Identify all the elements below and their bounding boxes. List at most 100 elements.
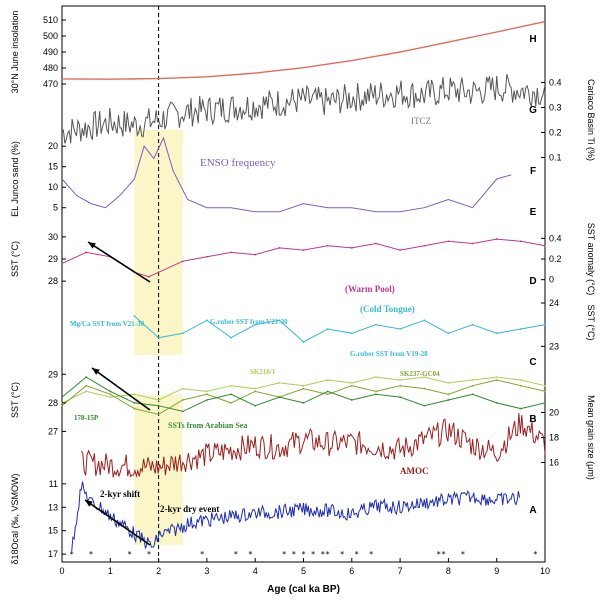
data-point-c [423,404,426,407]
data-point-c [302,384,305,387]
data-point-e [495,238,498,240]
x-tick-label: 5 [301,566,306,576]
event-star: * [311,550,315,559]
data-point-d [206,319,208,322]
data-point-c [302,387,305,390]
data-point-d [278,319,281,322]
y-tick-label-c: 29 [48,369,58,379]
y-tick-label-right-e: 0.4 [549,233,562,243]
data-point-c [519,384,522,387]
data-point-e [519,240,522,243]
data-point-d [495,332,498,335]
data-point-c [544,401,546,404]
label-2kyr-shift: 2-kyr shift [100,489,140,499]
event-star: * [302,550,306,559]
data-point-c [544,384,546,387]
x-tick-label: 9 [494,566,499,576]
label-mgca-sst: Mg/Ca SST from V21-30 [70,320,145,328]
label-2kyr-dry-event: 2-kyr dry event [160,504,219,514]
x-tick-label: 3 [204,566,209,576]
data-point-e [278,247,281,249]
data-point-c [447,381,450,384]
y-axis-label-right-b: Mean grain size (μm) [586,395,596,480]
y-tick-label-h: 510 [43,15,58,25]
label-enso: ENSO frequency [200,157,276,169]
y-axis-label-a: δ18Ocal (‰, VSMOW) [10,473,20,564]
y-tick-label-f: 5 [53,203,58,213]
data-point-c [326,390,329,393]
y-tick-label-g: 0.4 [549,78,562,88]
y-tick-label-a: 15 [48,526,58,536]
label-178-15p: 178-15P [74,414,99,422]
data-point-d [254,323,257,326]
data-point-c [399,379,401,381]
data-point-e [447,240,450,243]
data-point-d [181,332,184,335]
series-line-h [61,20,546,80]
event-star: * [340,550,344,559]
event-star: * [461,550,465,559]
y-tick-label-h: 490 [43,47,58,57]
data-point-c [181,410,184,413]
data-point-c [471,393,474,396]
label-cold-tongue: (Cold Tongue) [360,304,415,314]
x-tick-label: 10 [540,566,550,576]
data-point-c [495,401,498,404]
y-tick-label-a: 17 [48,549,58,559]
data-point-c [133,393,136,396]
data-point-c [133,401,136,404]
y-axis-label-f: EL Junco sand (%) [10,141,20,217]
event-star: * [89,550,93,559]
data-point-c [85,384,88,387]
data-point-c [61,396,63,399]
data-point-c [544,390,546,393]
event-star: * [128,550,132,559]
y-tick-label-g: 0.1 [549,153,562,163]
data-point-c [206,390,208,393]
series-line-d [134,315,546,343]
y-tick-label-e: 29 [48,254,58,264]
event-star: * [437,550,441,559]
event-star: * [355,550,359,559]
y-axis-label-e: SST (°C) [10,241,20,277]
series-line-e [61,238,546,278]
data-point-c [109,393,112,396]
data-point-c [181,387,184,390]
label-sk218: SK218/1 [250,368,276,376]
data-point-e [85,251,88,254]
data-point-d [230,336,232,339]
event-star: * [533,550,537,559]
label-gruber-v2130: G.ruber SST from V21-30 [210,318,288,326]
event-star: * [369,550,373,559]
data-point-c [85,390,88,393]
data-point-c [350,399,353,401]
y-tick-label-g: 0.2 [549,128,562,138]
series-line-f [61,136,512,213]
y-axis-label-g: Cariaco Basin Ti (%) [586,79,596,161]
panel-letter-d: D [529,276,536,287]
y-axis-label-c: SST (°C) [10,382,20,418]
data-point-c [157,413,160,416]
panel-letter-f: F [530,166,536,177]
data-point-c [206,393,208,396]
data-point-d [471,323,474,326]
y-tick-label-b: 16 [549,458,559,468]
y-axis-label-right-e: SST anomaly (°C) [586,223,596,295]
label-amoc: AMOC [400,466,429,476]
data-point-c [399,396,401,399]
data-point-e [399,249,401,252]
data-point-c [447,393,450,396]
label-sk237: SK237-GC04 [400,370,440,378]
data-point-d [375,323,377,326]
data-point-e [254,253,257,256]
y-tick-label-f: 15 [48,162,58,172]
y-axis-label-right-d: SST (°C) [586,305,596,341]
event-star: * [282,550,286,559]
data-point-e [206,255,208,258]
data-point-e [181,260,184,263]
data-point-e [544,244,546,247]
label-arabian-sea: SSTs from Arabian Sea [168,421,247,430]
series-line-a [71,481,521,552]
data-point-c [375,376,377,379]
